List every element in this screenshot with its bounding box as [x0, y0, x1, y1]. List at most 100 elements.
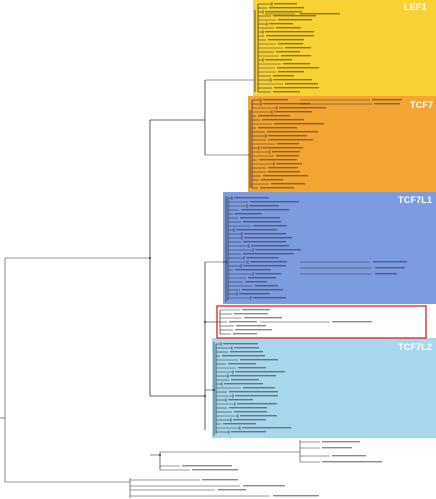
leaf-label-mark	[250, 261, 287, 263]
leaf-label-mark	[250, 201, 299, 203]
leaf-label-mark	[285, 83, 318, 85]
leaf-label-mark	[234, 313, 268, 315]
leaf-label-mark	[243, 253, 294, 255]
leaf-label-mark	[234, 411, 267, 413]
leaf-label-mark	[265, 31, 314, 33]
leaf-label-mark	[255, 273, 281, 275]
leaf-label-mark	[373, 261, 407, 263]
leaf-label-mark	[375, 273, 397, 275]
leaf-label-mark	[273, 75, 294, 77]
leaf-label-mark	[233, 419, 266, 421]
tcf7l1-clade-label: TCF7L1	[398, 195, 433, 205]
leaf-label-mark	[248, 277, 276, 279]
leaf-label-mark	[249, 205, 279, 207]
leaf-label-mark	[243, 265, 286, 267]
leaf-label-mark	[272, 151, 300, 153]
leaf-label-mark	[235, 213, 262, 215]
leaf-label-mark	[234, 197, 269, 199]
leaf-label-mark	[239, 293, 270, 295]
leaf-label-mark	[265, 11, 302, 13]
leaf-label-mark	[228, 399, 253, 401]
tree-leaf-marks	[182, 3, 407, 497]
leaf-label-mark	[240, 359, 278, 361]
leaf-label-mark	[258, 127, 297, 129]
node-dot	[149, 257, 151, 259]
leaf-label-mark	[372, 99, 402, 101]
leaf-label-mark	[300, 13, 340, 15]
tcf7-clade-block	[248, 96, 436, 192]
leaf-label-mark	[233, 333, 257, 335]
leaf-label-mark	[223, 343, 258, 345]
leaf-label-mark	[222, 355, 265, 357]
node-dot	[225, 261, 227, 263]
leaf-label-mark	[332, 321, 372, 323]
node-dot	[213, 389, 215, 391]
leaf-label-mark	[276, 155, 299, 157]
leaf-label-mark	[261, 147, 303, 149]
leaf-label-mark	[253, 225, 287, 227]
leaf-label-mark	[218, 489, 246, 491]
leaf-label-mark	[258, 115, 290, 117]
leaf-label-mark	[238, 367, 266, 369]
leaf-label-mark	[268, 135, 307, 137]
leaf-label-mark	[251, 245, 289, 247]
leaf-label-mark	[375, 267, 405, 269]
leaf-label-mark	[224, 383, 263, 385]
leaf-label-mark	[243, 241, 286, 243]
leaf-label-mark	[274, 3, 297, 5]
leaf-label-mark	[231, 431, 266, 433]
leaf-label-mark	[265, 59, 292, 61]
leaf-label-mark	[229, 391, 278, 393]
node-dot	[159, 454, 161, 456]
leaf-label-mark	[236, 325, 266, 327]
leaf-label-mark	[274, 87, 319, 89]
leaf-label-mark	[322, 447, 352, 449]
leaf-label-mark	[235, 395, 278, 397]
leaf-label-mark	[274, 111, 312, 113]
leaf-label-mark	[281, 55, 311, 57]
leaf-label-mark	[229, 407, 267, 409]
leaf-label-mark	[322, 441, 360, 443]
leaf-label-mark	[242, 309, 270, 311]
leaf-label-mark	[243, 387, 275, 389]
leaf-label-mark	[236, 229, 277, 231]
leaf-label-mark	[182, 465, 232, 467]
leaf-label-mark	[242, 289, 283, 291]
leaf-label-mark	[237, 403, 277, 405]
leaf-label-mark	[235, 329, 272, 331]
leaf-label-mark	[268, 139, 313, 141]
leaf-label-mark	[322, 461, 382, 463]
node-dot	[204, 321, 206, 323]
leaf-label-mark	[246, 257, 279, 259]
leaf-label-mark	[285, 47, 311, 49]
leaf-label-mark	[271, 183, 305, 185]
leaf-label-mark	[259, 159, 297, 161]
leaf-label-mark	[255, 285, 278, 287]
leaf-label-mark	[240, 415, 277, 417]
leaf-label-mark	[234, 347, 259, 349]
leaf-label-mark	[243, 485, 285, 487]
tree-branches	[0, 2, 372, 498]
leaf-label-mark	[245, 281, 267, 283]
leaf-label-mark	[277, 67, 319, 69]
leaf-label-mark	[273, 79, 312, 81]
leaf-label-mark	[273, 495, 319, 497]
leaf-label-mark	[230, 375, 276, 377]
leaf-label-mark	[223, 423, 256, 425]
node-dot	[204, 395, 206, 397]
leaf-label-mark	[261, 179, 283, 181]
leaf-label-mark	[263, 175, 308, 177]
leaf-label-mark	[374, 103, 400, 105]
tcf7l1-clade-block	[223, 192, 436, 304]
leaf-label-mark	[244, 237, 292, 239]
leaf-label-mark	[192, 469, 238, 471]
leaf-label-mark	[278, 19, 312, 21]
lef1-clade-label: LEF1	[404, 2, 427, 12]
leaf-label-mark	[277, 143, 299, 145]
leaf-label-mark	[253, 297, 286, 299]
leaf-label-mark	[230, 351, 263, 353]
leaf-label-mark	[279, 107, 326, 109]
leaf-label-mark	[268, 167, 298, 169]
